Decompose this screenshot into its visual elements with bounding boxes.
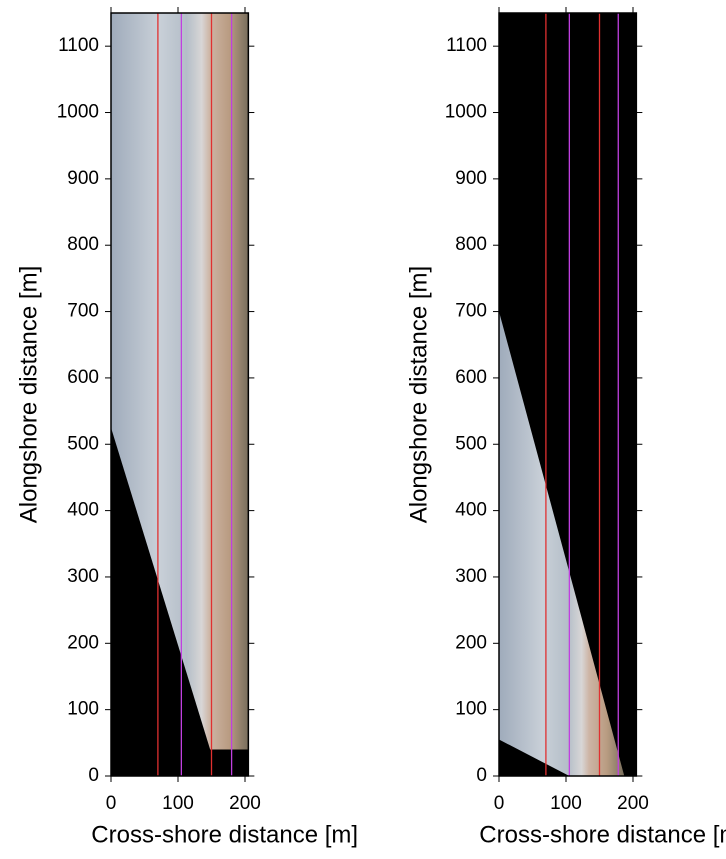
x-tick-label: 200 — [617, 793, 649, 814]
y-tick-label: 900 — [67, 168, 99, 189]
x-tick-label: 100 — [550, 793, 582, 814]
y-tick-label: 1100 — [58, 35, 99, 56]
x-tick-label: 200 — [229, 793, 261, 814]
x-tick-label: 100 — [162, 793, 194, 814]
y-tick-label: 800 — [67, 234, 99, 255]
y-tick-label: 1000 — [57, 102, 99, 123]
y-axis-label: Alongshore distance [m] — [405, 266, 432, 523]
y-tick-label: 0 — [476, 765, 487, 786]
y-tick-label: 900 — [455, 168, 487, 189]
y-tick-label: 0 — [88, 765, 99, 786]
y-tick-label: 700 — [455, 301, 487, 322]
y-tick-label: 700 — [67, 301, 99, 322]
x-axis-label: Cross-shore distance [m] — [479, 821, 726, 848]
y-tick-label: 500 — [455, 433, 487, 454]
y-tick-label: 600 — [67, 367, 99, 388]
y-tick-label: 100 — [455, 699, 487, 720]
y-tick-label: 400 — [67, 500, 99, 521]
y-tick-label: 500 — [67, 433, 99, 454]
figure: 0100200010020030040050060070080090010001… — [0, 0, 726, 859]
panel: 0 100 200 0 100 200 300 400 500 600 700 800 900 1000 1… — [405, 7, 726, 848]
x-tick-label: 0 — [494, 793, 505, 814]
y-axis-label: Alongshore distance [m] — [15, 266, 42, 523]
y-tick-label: 200 — [67, 632, 99, 653]
y-tick-label: 1000 — [445, 102, 487, 123]
y-tick-label: 600 — [455, 367, 487, 388]
x-tick-label: 0 — [106, 793, 117, 814]
x-axis-label: Cross-shore distance [m] — [91, 821, 358, 848]
panel: 0 100 200 0 100 200 300 400 500 600 700 800 900 1000 1… — [15, 7, 358, 848]
y-tick-label: 1100 — [446, 35, 487, 56]
y-tick-label: 300 — [455, 566, 487, 587]
y-tick-label: 200 — [455, 632, 487, 653]
y-tick-label: 400 — [455, 500, 487, 521]
y-tick-label: 100 — [67, 699, 99, 720]
y-tick-label: 800 — [455, 234, 487, 255]
y-tick-label: 300 — [67, 566, 99, 587]
